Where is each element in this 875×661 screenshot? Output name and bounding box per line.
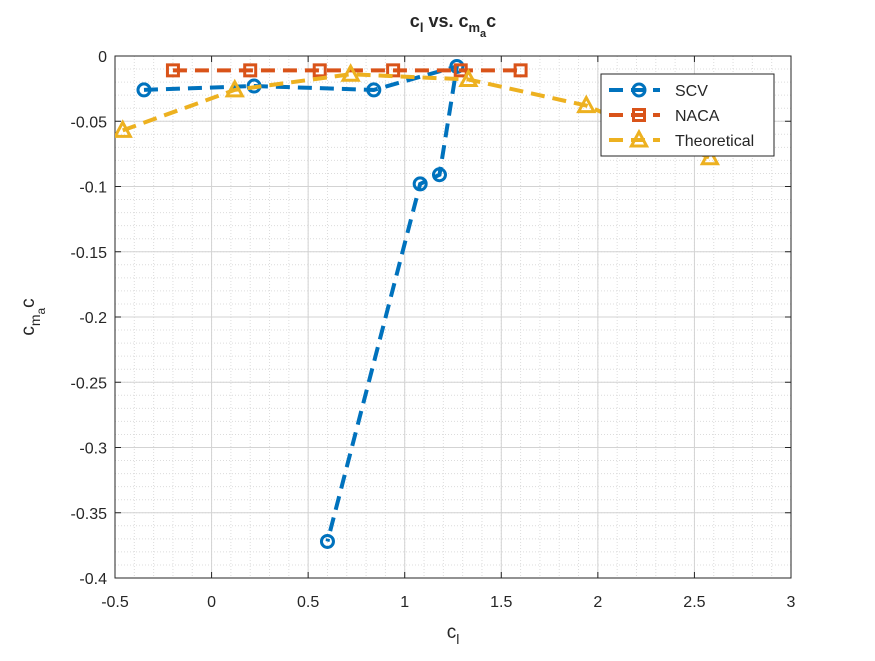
data-point-scv [412, 176, 428, 192]
legend-items: SCV NACA Theoretical [609, 82, 754, 150]
series-layer [115, 58, 721, 549]
legend-box [600, 73, 775, 157]
x-tick-label: 0.5 [297, 594, 319, 611]
data-point-scv [431, 167, 447, 183]
data-point-theoretical [699, 146, 721, 166]
x-axis-label: cl [447, 622, 460, 647]
data-point-scv [136, 82, 152, 98]
legend-marker-naca [632, 108, 646, 122]
data-point-theoretical [340, 63, 361, 82]
x-tick-label: 1.5 [490, 594, 512, 611]
legend-label-naca: NACA [675, 108, 720, 125]
data-point-naca [165, 63, 180, 78]
data-point-scv [319, 533, 335, 549]
legend-label-theoretical: Theoretical [675, 133, 754, 150]
chart-title: cl vs. cmac [410, 11, 496, 40]
legend: SCV NACA Theoretical [600, 73, 775, 157]
data-point-naca [386, 63, 401, 78]
ticks [114, 55, 792, 579]
legend-marker-theoretical [628, 128, 650, 148]
y-tick-label: -0.2 [79, 310, 107, 327]
y-tick-label: 0 [98, 49, 107, 66]
y-tick-label: -0.4 [79, 571, 107, 588]
y-tick-label: -0.25 [71, 375, 108, 392]
legend-item-naca: NACA [609, 108, 720, 125]
data-point-scv [449, 58, 465, 74]
x-tick-label: 2.5 [683, 594, 705, 611]
data-point-scv [366, 82, 382, 98]
x-tick-labels: -0.5 0 0.5 1 1.5 2 2.5 3 [101, 594, 795, 611]
x-tick-label: 3 [787, 594, 796, 611]
legend-item-scv: SCV [609, 82, 708, 100]
legend-item-theoretical: Theoretical [609, 128, 754, 150]
data-point-naca [312, 63, 327, 78]
data-point-theoretical [115, 119, 133, 138]
data-point-theoretical [224, 78, 245, 98]
y-tick-label: -0.3 [79, 441, 107, 458]
data-point-theoretical [576, 94, 597, 114]
legend-label-scv: SCV [675, 83, 708, 100]
y-tick-label: -0.15 [71, 245, 108, 262]
y-tick-labels: 0 -0.05 -0.1 -0.15 -0.2 -0.25 -0.3 -0.35 -0.4 [71, 49, 108, 588]
x-tick-label: 1 [400, 594, 409, 611]
series-naca [165, 63, 528, 78]
y-axis-label: cmac [18, 298, 48, 335]
x-tick-label: -0.5 [101, 594, 129, 611]
data-point-naca [513, 63, 528, 78]
data-point-naca [243, 63, 258, 78]
data-point-theoretical [458, 68, 479, 87]
y-tick-label: -0.05 [71, 114, 108, 131]
x-tick-label: 0 [207, 594, 216, 611]
x-tick-label: 2 [593, 594, 602, 611]
y-tick-label: -0.35 [71, 506, 108, 523]
legend-marker-scv [631, 82, 647, 98]
y-tick-label: -0.1 [79, 180, 107, 197]
data-point-naca [453, 63, 468, 78]
